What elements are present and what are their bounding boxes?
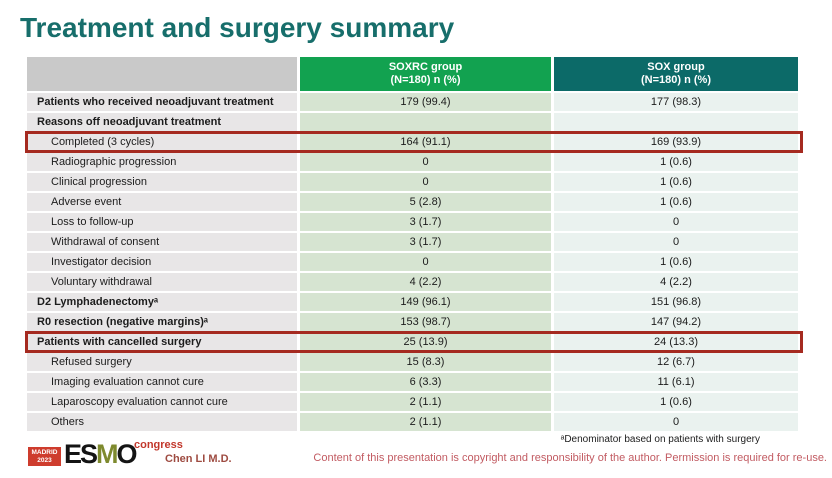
- year-label: 2023: [37, 457, 52, 464]
- table-header-row: SOXRC group (N=180) n (%) SOX group (N=1…: [27, 57, 801, 91]
- table-row: Clinical progression 0 1 (0.6): [27, 173, 801, 191]
- row-label: Patients with cancelled surgery: [27, 333, 297, 351]
- slide-title: Treatment and surgery summary: [20, 12, 455, 43]
- sox-value: 1 (0.6): [554, 393, 798, 411]
- sox-value: 1 (0.6): [554, 193, 798, 211]
- soxrc-value: 25 (13.9): [300, 333, 551, 351]
- table-row: D2 Lymphadenectomyᵃ 149 (96.1) 151 (96.8): [27, 293, 801, 311]
- soxrc-value: 0: [300, 153, 551, 171]
- table-row: Patients with cancelled surgery 25 (13.9)…: [25, 331, 803, 353]
- row-label: Clinical progression: [27, 173, 297, 191]
- table-row: Radiographic progression 0 1 (0.6): [27, 153, 801, 171]
- header-soxrc-group: SOXRC group (N=180) n (%): [300, 57, 551, 91]
- table-row: Voluntary withdrawal 4 (2.2) 4 (2.2): [27, 273, 801, 291]
- table-row: Others 2 (1.1) 0: [27, 413, 801, 431]
- table-row: Completed (3 cycles) 164 (91.1) 169 (93.9): [25, 131, 803, 153]
- row-label: Investigator decision: [27, 253, 297, 271]
- copyright-notice: Content of this presentation is copyrigh…: [313, 452, 827, 464]
- soxrc-value: 179 (99.4): [300, 93, 551, 111]
- sox-value: 0: [554, 413, 798, 431]
- row-label: Loss to follow-up: [27, 213, 297, 231]
- sox-value: 169 (93.9): [554, 133, 798, 151]
- row-label: Adverse event: [27, 193, 297, 211]
- soxrc-value: 5 (2.8): [300, 193, 551, 211]
- sox-value: 0: [554, 233, 798, 251]
- presenter-name: Chen LI M.D.: [165, 453, 232, 465]
- soxrc-value: 0: [300, 253, 551, 271]
- header-sox-group: SOX group (N=180) n (%): [554, 57, 798, 91]
- row-label: Completed (3 cycles): [27, 133, 297, 151]
- table-row: Reasons off neoadjuvant treatment: [27, 113, 801, 131]
- soxrc-value: 2 (1.1): [300, 393, 551, 411]
- sox-value: 12 (6.7): [554, 353, 798, 371]
- soxrc-value: 149 (96.1): [300, 293, 551, 311]
- sox-value: 1 (0.6): [554, 253, 798, 271]
- table-body: Patients who received neoadjuvant treatm…: [25, 93, 803, 431]
- row-label: Patients who received neoadjuvant treatm…: [27, 93, 297, 111]
- esmo-letter-m: M: [96, 439, 118, 469]
- table-row: Patients who received neoadjuvant treatm…: [27, 93, 801, 111]
- denominator-footnote: ᵃDenominator based on patients with surg…: [560, 434, 760, 445]
- soxrc-value: 3 (1.7): [300, 213, 551, 231]
- table-row: Loss to follow-up 3 (1.7) 0: [27, 213, 801, 231]
- madrid-2023-badge: MADRID 2023: [28, 447, 61, 466]
- header-sox-line2: (N=180) n (%): [641, 74, 711, 86]
- header-sox-line1: SOX group: [647, 61, 705, 73]
- table-row: Laparoscopy evaluation cannot cure 2 (1.1…: [27, 393, 801, 411]
- soxrc-value: 2 (1.1): [300, 413, 551, 431]
- soxrc-value: 164 (91.1): [300, 133, 551, 151]
- table-row: Refused surgery 15 (8.3) 12 (6.7): [27, 353, 801, 371]
- sox-value: 24 (13.3): [554, 333, 798, 351]
- soxrc-value: 4 (2.2): [300, 273, 551, 291]
- row-label: Withdrawal of consent: [27, 233, 297, 251]
- table-row: R0 resection (negative margins)ᵃ 153 (98.…: [27, 313, 801, 331]
- soxrc-value: 15 (8.3): [300, 353, 551, 371]
- sox-value: 147 (94.2): [554, 313, 798, 331]
- row-label: Imaging evaluation cannot cure: [27, 373, 297, 391]
- sox-value: 1 (0.6): [554, 153, 798, 171]
- esmo-letters-es: ES: [64, 439, 98, 469]
- soxrc-value: 153 (98.7): [300, 313, 551, 331]
- row-label: D2 Lymphadenectomyᵃ: [27, 293, 297, 311]
- header-soxrc-line2: (N=180) n (%): [390, 74, 461, 86]
- sox-value: 0: [554, 213, 798, 231]
- row-label: Radiographic progression: [27, 153, 297, 171]
- sox-value: [554, 113, 798, 131]
- header-empty-cell: [27, 57, 297, 91]
- table-row: Imaging evaluation cannot cure 6 (3.3) 11 …: [27, 373, 801, 391]
- row-label: Voluntary withdrawal: [27, 273, 297, 291]
- sox-value: 1 (0.6): [554, 173, 798, 191]
- madrid-label: MADRID: [31, 449, 58, 456]
- row-label: Reasons off neoadjuvant treatment: [27, 113, 297, 131]
- soxrc-value: 3 (1.7): [300, 233, 551, 251]
- table-row: Adverse event 5 (2.8) 1 (0.6): [27, 193, 801, 211]
- row-label: Others: [27, 413, 297, 431]
- table-row: Investigator decision 0 1 (0.6): [27, 253, 801, 271]
- esmo-letter-o: O: [116, 439, 138, 469]
- esmo-wordmark: ESMO: [64, 439, 138, 469]
- row-label: Laparoscopy evaluation cannot cure: [27, 393, 297, 411]
- soxrc-value: 6 (3.3): [300, 373, 551, 391]
- sox-value: 4 (2.2): [554, 273, 798, 291]
- sox-value: 151 (96.8): [554, 293, 798, 311]
- soxrc-value: 0: [300, 173, 551, 191]
- row-label: Refused surgery: [27, 353, 297, 371]
- congress-label: congress: [134, 439, 183, 451]
- header-soxrc-line1: SOXRC group: [388, 61, 463, 73]
- summary-table: SOXRC group (N=180) n (%) SOX group (N=1…: [25, 57, 803, 433]
- sox-value: 177 (98.3): [554, 93, 798, 111]
- sox-value: 11 (6.1): [554, 373, 798, 391]
- soxrc-value: [300, 113, 551, 131]
- row-label: R0 resection (negative margins)ᵃ: [27, 313, 297, 331]
- table-row: Withdrawal of consent 3 (1.7) 0: [27, 233, 801, 251]
